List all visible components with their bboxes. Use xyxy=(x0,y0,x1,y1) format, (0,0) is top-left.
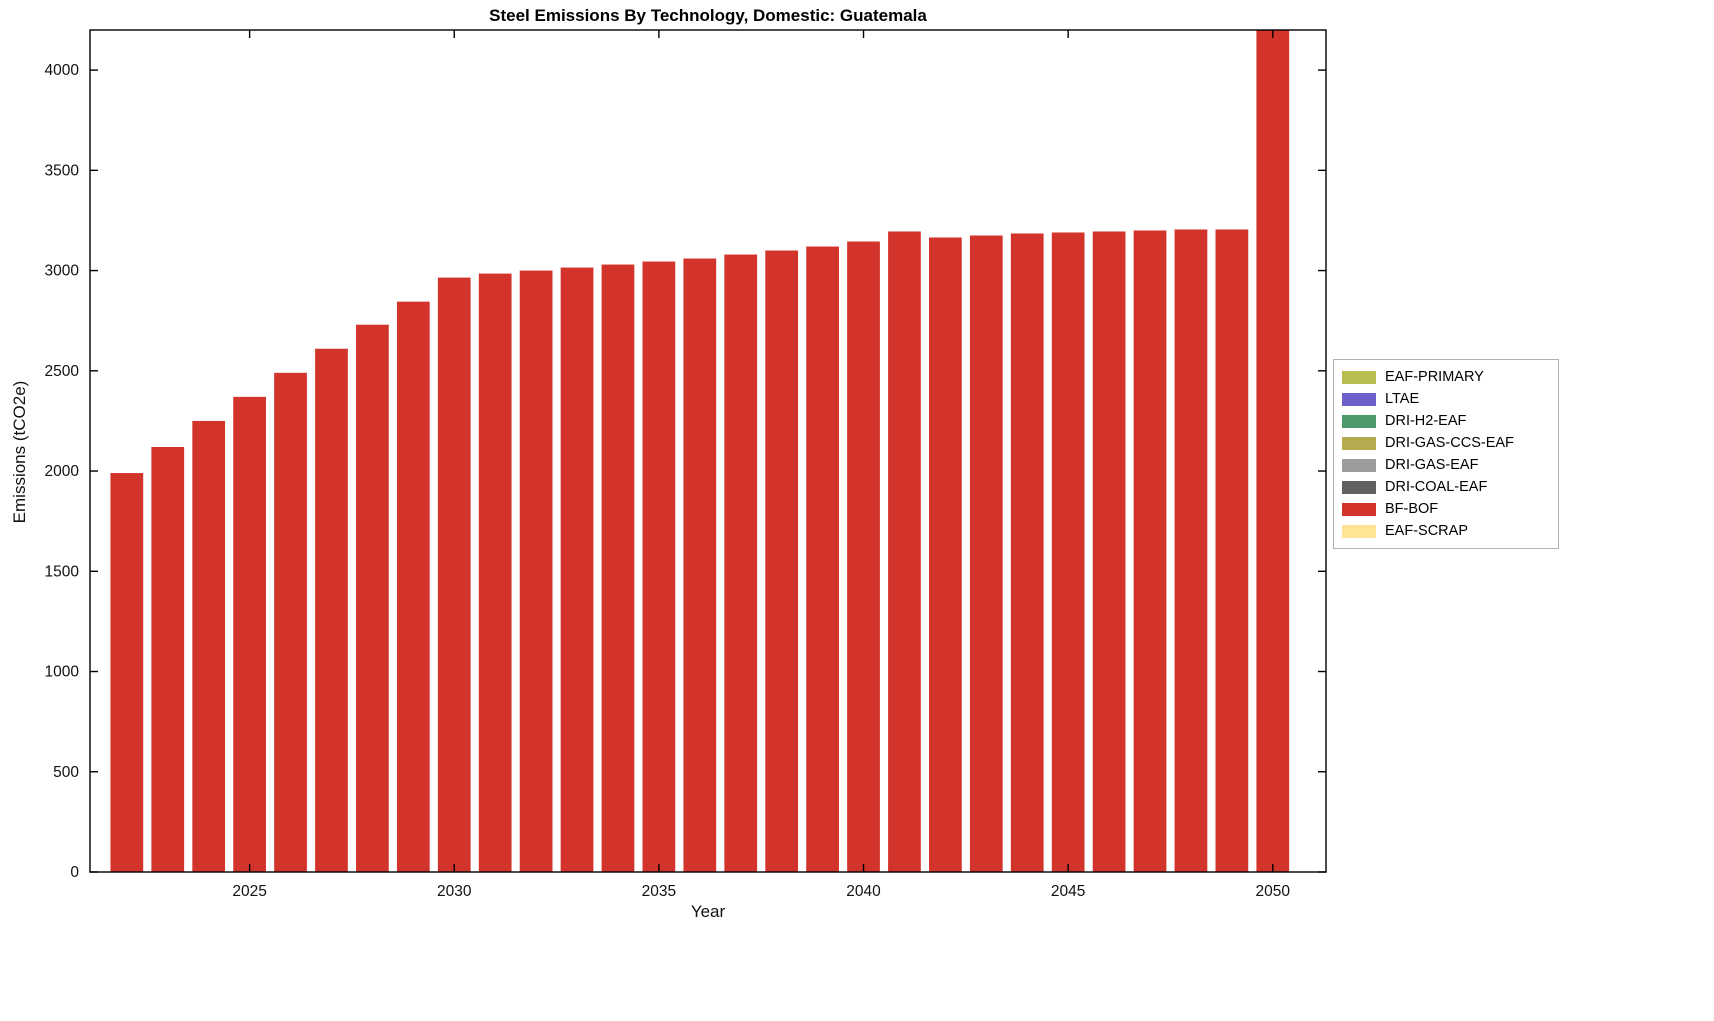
bar-bf-bof-2041 xyxy=(888,231,921,873)
x-tick-label: 2025 xyxy=(232,883,266,900)
legend-item-label: EAF-SCRAP xyxy=(1385,523,1468,539)
y-tick-label: 3500 xyxy=(45,162,80,179)
bar-bf-bof-2040 xyxy=(847,241,880,872)
legend-item: DRI-GAS-EAF xyxy=(1342,454,1550,476)
bar-bf-bof-2034 xyxy=(601,264,635,872)
y-tick-label: 0 xyxy=(70,864,79,881)
bar-bf-bof-2023 xyxy=(151,446,185,872)
legend-swatch xyxy=(1342,502,1376,516)
y-axis-label: Emissions (tCO2e) xyxy=(10,380,29,524)
legend-item: BF-BOF xyxy=(1342,498,1550,520)
bar-bf-bof-2046 xyxy=(1092,231,1126,873)
legend-item-label: DRI-H2-EAF xyxy=(1385,413,1467,429)
y-tick-label: 1000 xyxy=(45,664,80,681)
legend-item-label: BF-BOF xyxy=(1385,501,1439,517)
legend-item-label: DRI-GAS-EAF xyxy=(1385,457,1479,473)
bar-bf-bof-2042 xyxy=(929,237,962,873)
x-tick-label: 2040 xyxy=(846,883,881,900)
y-tick-label: 4000 xyxy=(45,62,80,79)
y-tick-label: 3000 xyxy=(45,263,80,280)
y-tick-label: 1500 xyxy=(45,563,80,580)
bar-bf-bof-2029 xyxy=(396,301,430,872)
legend-swatch xyxy=(1342,436,1376,450)
x-tick-label: 2030 xyxy=(437,883,472,900)
legend-swatch xyxy=(1342,458,1376,472)
legend-item: DRI-COAL-EAF xyxy=(1342,476,1550,498)
chart-title: Steel Emissions By Technology, Domestic:… xyxy=(489,6,927,25)
legend-swatch xyxy=(1342,480,1376,494)
x-tick-label: 2035 xyxy=(642,883,676,900)
bar-bf-bof-2033 xyxy=(560,267,594,872)
y-tick-label: 2000 xyxy=(45,463,80,480)
bar-bf-bof-2024 xyxy=(192,420,226,872)
bar-bf-bof-2026 xyxy=(274,372,307,872)
legend-item-label: LTAE xyxy=(1385,391,1420,407)
bar-bf-bof-2047 xyxy=(1133,230,1167,873)
legend-swatch xyxy=(1342,414,1376,428)
legend-item-label: EAF-PRIMARY xyxy=(1385,369,1484,385)
bar-bf-bof-2044 xyxy=(1010,233,1044,873)
bar-bf-bof-2022 xyxy=(110,473,144,872)
legend: EAF-PRIMARY LTAE DRI-H2-EAF DRI-GAS-CCS-EAF… xyxy=(1333,359,1559,549)
bar-bf-bof-2049 xyxy=(1215,229,1249,873)
legend-item: DRI-H2-EAF xyxy=(1342,410,1550,432)
legend-item: DRI-GAS-CCS-EAF xyxy=(1342,432,1550,454)
bar-bf-bof-2035 xyxy=(642,261,676,872)
y-tick-label: 500 xyxy=(53,764,79,781)
bar-bf-bof-2045 xyxy=(1051,232,1085,873)
bar-bf-bof-2036 xyxy=(683,258,717,872)
plot-box xyxy=(89,29,1327,873)
legend-item: EAF-PRIMARY xyxy=(1342,366,1550,388)
bar-bf-bof-2037 xyxy=(724,254,758,872)
bar-bf-bof-2031 xyxy=(478,273,512,873)
legend-item: EAF-SCRAP xyxy=(1342,520,1550,542)
x-axis-label: Year xyxy=(690,902,726,921)
bar-bf-bof-2050 xyxy=(1256,30,1290,872)
legend-item: LTAE xyxy=(1342,388,1550,410)
bar-bf-bof-2027 xyxy=(315,348,348,872)
bar-bf-bof-2028 xyxy=(356,324,389,872)
x-tick-label: 2050 xyxy=(1256,883,1291,900)
y-tick-label: 2500 xyxy=(45,363,80,380)
bar-bf-bof-2043 xyxy=(969,235,1003,873)
legend-swatch xyxy=(1342,524,1376,538)
legend-item-label: DRI-GAS-CCS-EAF xyxy=(1385,435,1514,451)
bar-bf-bof-2032 xyxy=(519,270,553,872)
bar-bf-bof-2038 xyxy=(765,250,799,872)
x-tick-label: 2045 xyxy=(1051,883,1085,900)
bar-bf-bof-2025 xyxy=(233,396,266,872)
bar-bf-bof-2048 xyxy=(1174,229,1208,873)
bar-bf-bof-2039 xyxy=(806,246,839,872)
legend-swatch xyxy=(1342,370,1376,384)
legend-swatch xyxy=(1342,392,1376,406)
bar-bf-bof-2030 xyxy=(437,277,471,873)
legend-item-label: DRI-COAL-EAF xyxy=(1385,479,1488,495)
